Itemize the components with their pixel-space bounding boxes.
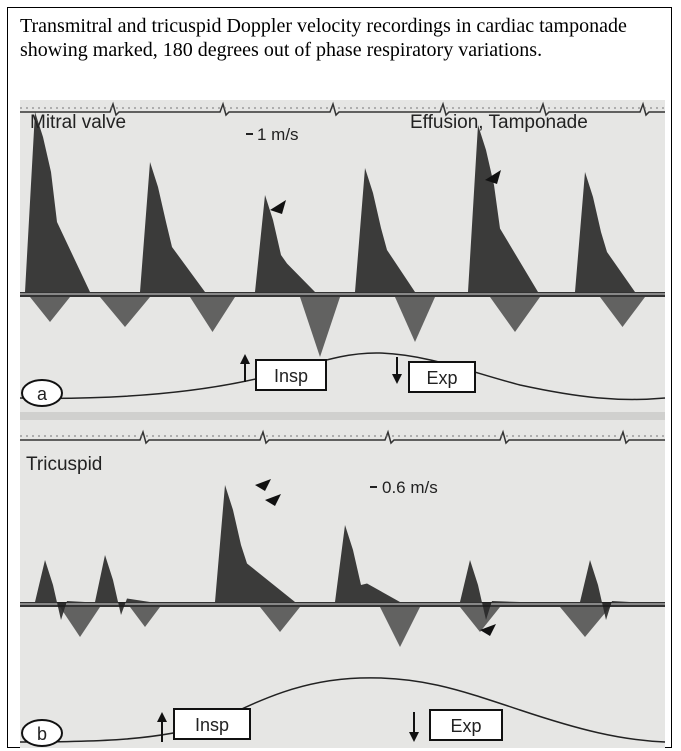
velocity-envelope (355, 168, 415, 292)
image-background (20, 100, 665, 748)
exp-arrow-head (392, 374, 402, 384)
velocity-envelope (95, 555, 150, 615)
panel-letter-circle (21, 719, 63, 747)
insp-label: Insp (274, 366, 308, 386)
scale-label: 0.6 m/s (382, 478, 438, 497)
reverse-flow (600, 297, 645, 327)
insp-arrow-head (157, 712, 167, 722)
velocity-envelope (35, 560, 85, 620)
insp-label: Insp (195, 715, 229, 735)
exp-arrow-head (409, 732, 419, 742)
velocity-envelope (140, 162, 205, 292)
arrowhead-marker (480, 624, 496, 636)
arrowhead-marker (270, 200, 286, 214)
arrowhead-marker (265, 494, 281, 506)
reverse-flow (260, 607, 300, 632)
velocity-envelope (460, 560, 520, 620)
velocity-envelope (335, 525, 400, 602)
velocity-envelope (580, 560, 630, 620)
scale-label: 1 m/s (257, 125, 299, 144)
velocity-envelope (25, 112, 90, 292)
respiration-curve (19, 677, 666, 743)
reverse-flow (490, 297, 540, 332)
exp-box (429, 709, 503, 741)
exp-label: Exp (450, 716, 481, 736)
reverse-flow (380, 607, 420, 647)
reverse-flow (100, 297, 150, 327)
panel-divider (20, 412, 665, 420)
arrowhead-marker (485, 170, 501, 184)
valve-label: Mitral valve (30, 112, 126, 133)
velocity-envelope (575, 172, 635, 292)
panel-letter: a (37, 384, 48, 404)
velocity-envelope (468, 125, 538, 292)
respiration-curve (19, 352, 666, 401)
exp-label: Exp (426, 368, 457, 388)
waveforms (19, 101, 666, 743)
reverse-flow (395, 297, 435, 342)
exp-box (408, 361, 476, 393)
reverse-flow (560, 607, 610, 637)
valve-label: Tricuspid (26, 454, 102, 475)
panel-letter-circle (21, 379, 63, 407)
velocity-envelope (255, 195, 315, 292)
panel-letter: b (37, 724, 47, 744)
reverse-flow (60, 607, 100, 637)
insp-box (173, 708, 251, 740)
insp-box (255, 359, 327, 391)
reverse-flow (300, 297, 340, 357)
reverse-flow (130, 607, 160, 627)
ecg-trace (20, 101, 665, 117)
reverse-flow (30, 297, 70, 322)
condition-label: Effusion, Tamponade (410, 112, 588, 133)
reverse-flow (190, 297, 235, 332)
figure-caption: Transmitral and tricuspid Doppler veloci… (20, 15, 627, 61)
insp-arrow-head (240, 354, 250, 364)
reverse-flow (460, 607, 500, 632)
velocity-envelope (215, 485, 295, 602)
arrowhead-marker (255, 479, 271, 491)
